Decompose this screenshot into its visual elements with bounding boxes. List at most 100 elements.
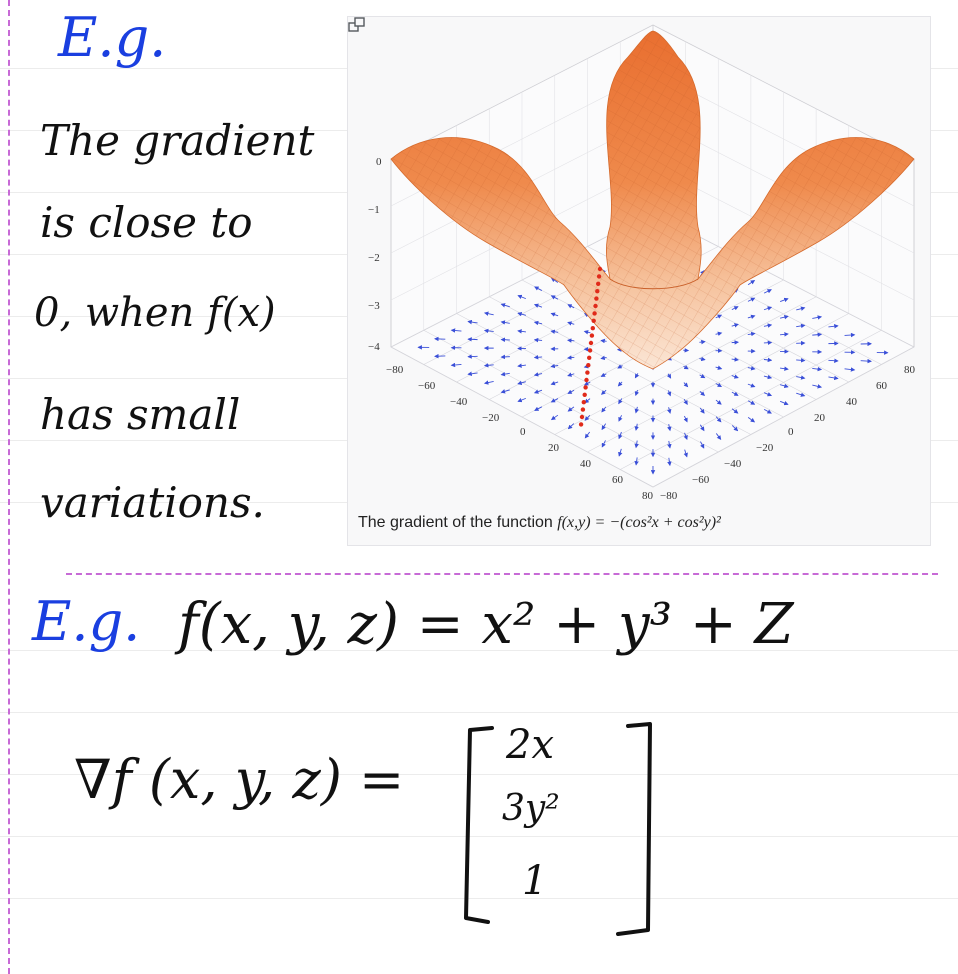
gradient-arrow [600,389,607,395]
gradient-arrow [533,389,543,394]
gradient-arrow [667,440,672,449]
gradient-arrow [567,304,575,309]
gradient-arrow [812,315,823,320]
gradient-arrow [533,337,543,343]
x-tick: 80 [642,490,654,502]
section-divider [66,573,938,575]
descent-point [588,340,594,346]
gradient-arrow [533,372,543,377]
gradient-arrow [634,457,639,466]
gradient-arrow [667,407,672,414]
gradient-arrow [779,366,789,371]
gradient-arrow [779,314,789,320]
x-tick: 20 [548,442,560,454]
gradient-arrow [550,398,559,403]
gradient-arrow [450,328,462,333]
y-tick: −40 [724,458,742,470]
descent-point [579,414,585,420]
gradient-arrow [731,425,739,432]
z-tick: −1 [368,204,380,216]
gradient-arrow [483,380,494,385]
gradient-arrow [796,306,806,311]
y-tick: 80 [904,364,916,376]
gradient-arrow [550,295,559,300]
descent-point [596,274,602,279]
descent-point [584,377,589,383]
z-tick: −2 [368,252,380,264]
note-line-1: The gradient [40,116,315,165]
gradient-arrow [550,414,559,421]
gradient-arrow [715,365,723,370]
gradient-arrow [828,358,839,363]
gradient-arrow [600,372,607,377]
gradient-arrow [467,371,478,377]
gradient-arrow [533,320,543,326]
gradient-arrow [533,303,543,308]
gradient-arrow [779,383,789,389]
gradient-arrow [584,431,591,439]
descent-point [594,296,599,301]
gradient-arrow [618,415,623,422]
gradient-arrow [666,373,672,379]
gradient-arrow [747,400,756,405]
gradient-arrow [796,323,806,329]
gradient-arrow [467,319,478,325]
gradient-arrow [550,363,559,369]
gradient-arrow [828,375,839,381]
gradient-arrow [715,331,723,336]
gradient-arrow [667,424,672,432]
gradient-arrow [483,363,494,368]
y-tick: 60 [876,380,888,392]
gradient-arrow [779,297,789,303]
y-tick: −80 [660,490,678,502]
gradient-arrow [731,391,739,396]
gradient-arrow [500,320,510,325]
gradient-arrow [828,324,839,329]
page-margin-line [8,0,10,974]
descent-point [589,333,595,338]
gradient-arrow [700,441,705,449]
gradient-arrow [699,356,706,362]
gradient-arrow [517,380,527,386]
gradient-arrow [715,416,722,423]
floor-grid-line [587,313,849,453]
gradient-arrow [550,329,559,334]
gradient-arrow [747,297,756,302]
gradient-arrow [683,365,689,370]
descent-point [591,318,596,323]
gradient-arrow [699,373,706,379]
example-label-1: E.g. [58,6,167,69]
gradient-arrow [763,357,773,363]
note-line-3: 0, when f(x) [34,290,276,336]
figure-caption: The gradient of the function f(x,y) = −(… [358,514,721,532]
gradient-arrow [763,392,773,397]
matrix-brackets [464,722,652,936]
vector-entry-1: 2x [506,722,555,768]
gradient-vector: 2x 3y² 1 [452,718,664,940]
gradient-arrow [812,332,823,337]
ruled-line [0,650,958,651]
gradient-arrow [517,363,527,368]
caption-formula: f(x,y) = −(cos²x + cos²y)² [557,514,721,531]
expand-icon[interactable] [348,17,366,33]
x-tick: −40 [450,396,468,408]
caption-text: The gradient of the function [358,514,558,531]
vector-entry-3: 1 [522,858,548,904]
gradient-arrow [699,424,705,432]
gradient-arrow [860,358,872,364]
gradient-arrow [617,364,623,369]
gradient-arrow [567,338,575,343]
gradient-arrow [699,391,706,396]
note-line-2: is close to [40,198,253,247]
gradient-arrow [533,355,543,360]
gradient-arrow [550,312,559,317]
ruled-line [0,712,958,713]
descent-point [597,266,603,272]
gradient-arrow [715,399,722,405]
gradient-arrow [812,366,823,372]
gradient-arrow [500,337,510,342]
gradient-arrow [731,357,739,362]
x-tick: −20 [482,412,500,424]
gradient-arrow [500,389,510,394]
gradient-arrow [683,382,689,388]
